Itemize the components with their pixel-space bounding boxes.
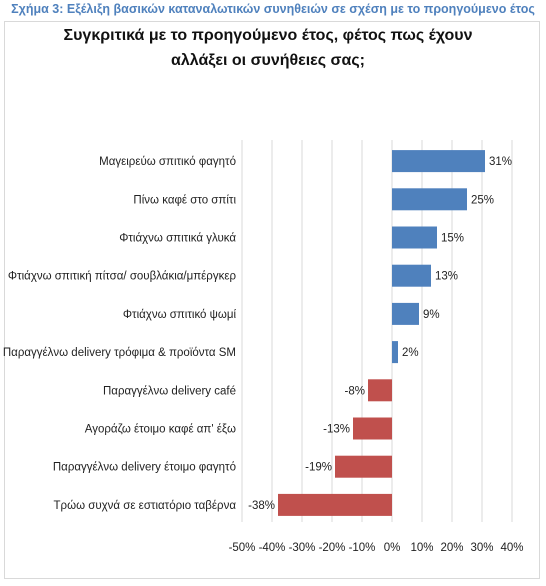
bar: [335, 455, 392, 478]
category-label: Φτιάχνω σπιτική πίτσα/ σουβλάκια/μπέργκε…: [8, 271, 237, 283]
x-tick-label: 40%: [500, 542, 523, 554]
x-tick-label: -20%: [319, 542, 346, 554]
bar: [392, 264, 431, 287]
data-label: -38%: [248, 500, 275, 512]
category-label: Φτιάχνω σπιτικό ψωμί: [123, 309, 237, 321]
category-label: Αγοράζω έτοιμο καφέ απ' έξω: [85, 424, 236, 436]
data-label: -8%: [345, 385, 365, 397]
bar: [353, 417, 392, 440]
bar: [392, 188, 467, 211]
bar: [392, 341, 398, 364]
x-tick-label: -50%: [229, 542, 256, 554]
bar: [392, 226, 437, 249]
category-label: Παραγγέλνω delivery τρόφιμα & προϊόντα S…: [3, 347, 236, 359]
category-label: Φτιάχνω σπιτικά γλυκά: [119, 233, 236, 245]
x-tick-label: 0%: [384, 542, 401, 554]
x-tick-label: 30%: [470, 542, 493, 554]
bar: [278, 493, 392, 516]
data-label: 25%: [471, 194, 494, 206]
data-label: -19%: [305, 462, 332, 474]
x-tick-label: -10%: [349, 542, 376, 554]
data-label: 31%: [489, 156, 512, 168]
category-label: Μαγειρεύω σπιτικό φαγητό: [99, 156, 236, 168]
data-label: 9%: [423, 309, 440, 321]
category-label: Παραγγέλνω delivery έτοιμο φαγητό: [53, 462, 236, 474]
x-tick-label: -30%: [289, 542, 316, 554]
bar: [368, 379, 392, 402]
data-label: 13%: [435, 271, 458, 283]
data-label: 15%: [441, 233, 464, 245]
data-label: 2%: [402, 347, 419, 359]
category-label: Τρώω συχνά σε εστιατόριο ταβέρνα: [54, 500, 237, 512]
figure-caption: Σχήμα 3: Εξέλιξη βασικών καταναλωτικών σ…: [11, 2, 535, 16]
x-tick-label: 10%: [410, 542, 433, 554]
category-label: Παραγγέλνω delivery café: [103, 385, 236, 397]
bar: [392, 150, 485, 173]
bar: [392, 302, 419, 325]
x-tick-label: -40%: [259, 542, 286, 554]
data-label: -13%: [323, 424, 350, 436]
category-label: Πίνω καφέ στο σπίτι: [133, 194, 236, 206]
chart-title: Συγκριτικά με το προηγούμενο έτος, φέτος…: [63, 27, 473, 69]
x-tick-label: 20%: [440, 542, 463, 554]
